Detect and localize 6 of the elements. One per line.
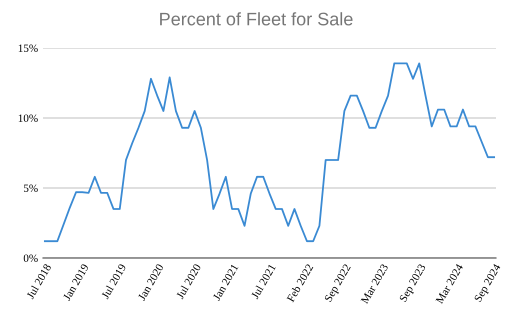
- line-series: [44, 62, 496, 242]
- y-tick-label: 5%: [24, 184, 38, 192]
- y-tick-label: 15%: [18, 44, 38, 52]
- y-tick-label: 10%: [18, 114, 38, 122]
- y-tick-label: 0%: [24, 254, 38, 262]
- chart-title: Percent of Fleet for Sale: [160, 12, 353, 26]
